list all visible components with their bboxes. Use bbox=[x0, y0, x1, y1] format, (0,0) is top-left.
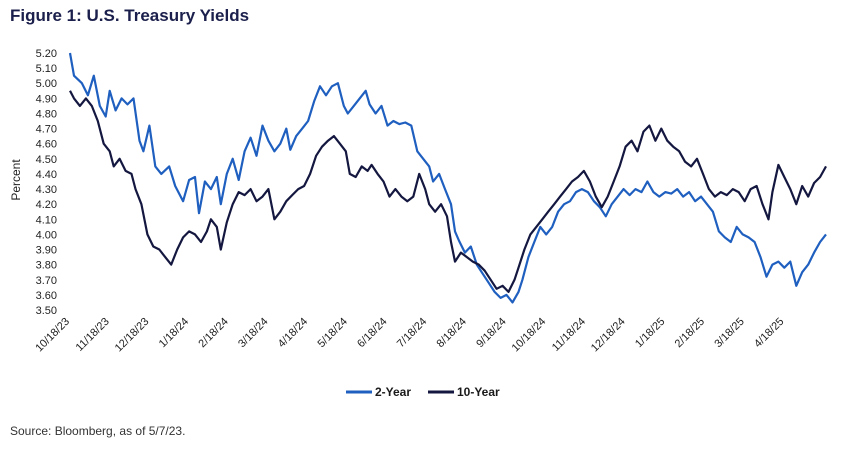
y-tick-label: 4.90 bbox=[36, 93, 57, 105]
y-tick-label: 4.40 bbox=[36, 169, 57, 181]
y-tick-label: 4.50 bbox=[36, 154, 57, 166]
series-lines bbox=[68, 52, 827, 304]
x-tick-label: 3/18/25 bbox=[712, 316, 746, 350]
x-tick-label: 2/18/25 bbox=[673, 316, 707, 350]
series-line-10-year bbox=[69, 90, 827, 293]
y-tick-label: 4.60 bbox=[36, 139, 57, 151]
x-tick-label: 12/18/23 bbox=[113, 316, 152, 355]
x-tick-label: 4/18/24 bbox=[276, 316, 310, 350]
x-tick-label: 1/18/24 bbox=[157, 316, 191, 350]
x-tick-label: 10/18/23 bbox=[33, 316, 72, 355]
y-tick-label: 3.80 bbox=[36, 260, 57, 272]
x-tick-label: 1/18/25 bbox=[633, 316, 667, 350]
x-tick-label: 11/18/23 bbox=[74, 316, 112, 354]
source-note: Source: Bloomberg, as of 5/7/23. bbox=[10, 424, 186, 438]
y-axis-label: Percent bbox=[9, 159, 23, 201]
series-line-2-year bbox=[68, 52, 827, 304]
x-tick-label: 6/18/24 bbox=[355, 316, 389, 350]
y-tick-label: 3.50 bbox=[36, 305, 57, 317]
x-tick-label: 3/18/24 bbox=[236, 316, 270, 350]
chart-title: Figure 1: U.S. Treasury Yields bbox=[10, 6, 250, 25]
x-tick-label: 10/18/24 bbox=[510, 316, 549, 355]
y-tick-label: 4.20 bbox=[36, 199, 57, 211]
y-tick-label: 4.80 bbox=[36, 108, 57, 120]
x-tick-label: 5/18/24 bbox=[315, 316, 349, 350]
y-tick-label: 4.00 bbox=[36, 229, 57, 241]
y-tick-label: 3.60 bbox=[36, 290, 57, 302]
legend: 2-Year 10-Year bbox=[346, 385, 500, 399]
x-axis: 10/18/23 11/18/23 12/18/23 1/18/24 2/18/24 3/… bbox=[33, 316, 786, 355]
x-tick-label: 12/18/24 bbox=[589, 316, 628, 355]
x-tick-label: 4/18/25 bbox=[752, 316, 786, 350]
y-tick-label: 4.70 bbox=[36, 124, 57, 136]
y-axis: 5.20 5.10 5.00 4.90 4.80 4.70 4.60 4.50 4.40 4.30… bbox=[36, 48, 57, 317]
y-tick-label: 4.10 bbox=[36, 214, 57, 226]
x-tick-label: 2/18/24 bbox=[196, 316, 230, 350]
legend-label-2-year: 2-Year bbox=[375, 385, 411, 399]
y-tick-label: 5.10 bbox=[36, 63, 57, 75]
x-tick-label: 8/18/24 bbox=[435, 316, 469, 350]
y-tick-label: 5.00 bbox=[36, 78, 57, 90]
legend-label-10-year: 10-Year bbox=[457, 385, 500, 399]
x-tick-label: 11/18/24 bbox=[550, 316, 588, 354]
y-tick-label: 3.70 bbox=[36, 275, 57, 287]
x-tick-label: 9/18/24 bbox=[474, 316, 508, 350]
y-tick-label: 4.30 bbox=[36, 184, 57, 196]
y-tick-label: 3.90 bbox=[36, 245, 57, 257]
x-tick-label: 7/18/24 bbox=[395, 316, 429, 350]
y-tick-label: 5.20 bbox=[36, 48, 57, 60]
